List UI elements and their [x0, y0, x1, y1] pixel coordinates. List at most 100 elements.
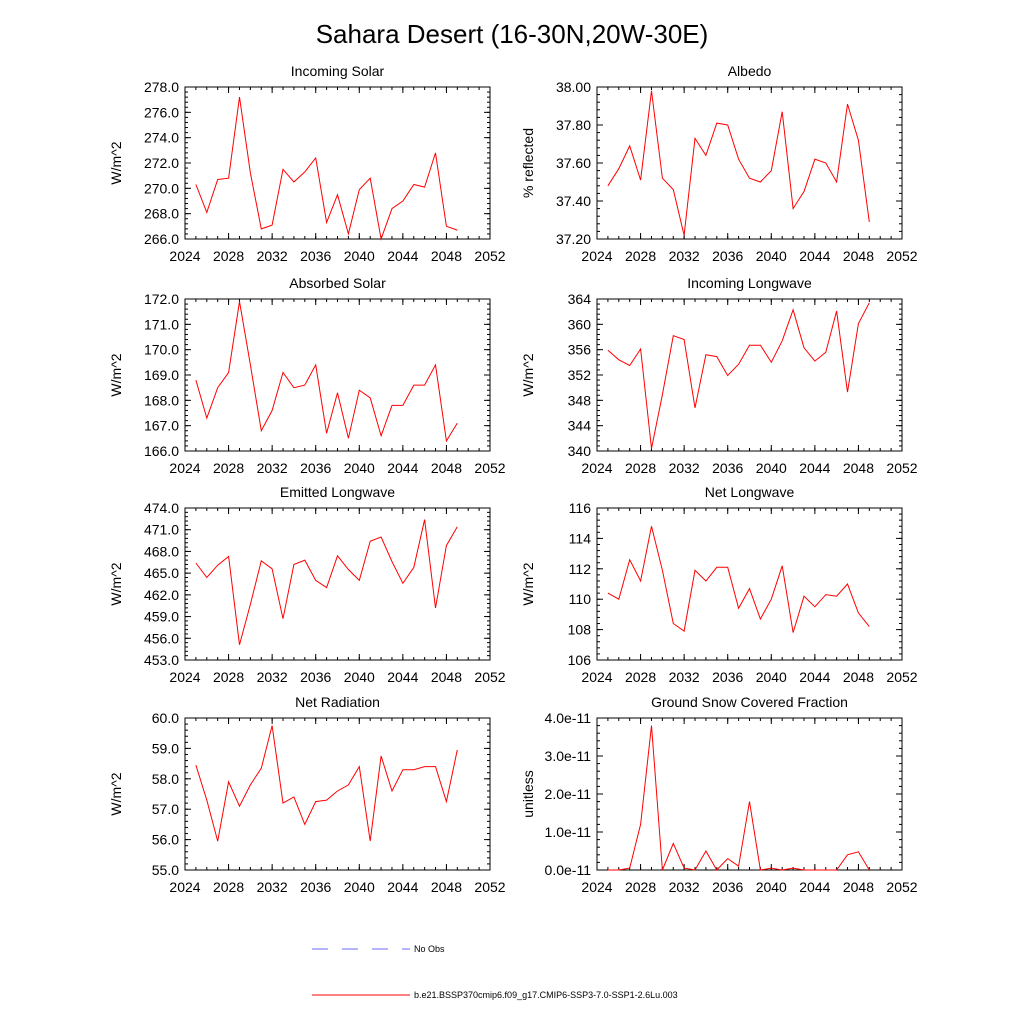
y-tick-label: 266.0 — [144, 231, 179, 247]
x-tick-label: 2036 — [300, 248, 331, 264]
x-tick-label: 2024 — [169, 879, 200, 895]
chart-panel: 453.0 456.0 459.0 462.0 465.0 468.0 471.0 474.0… — [108, 484, 506, 685]
y-tick-label: 172.0 — [144, 291, 179, 307]
series-line — [607, 302, 870, 449]
y-tick-label: 55.0 — [152, 862, 179, 878]
plot-frame — [596, 717, 903, 871]
y-axis-label: W/m^2 — [520, 353, 536, 396]
x-tick-label: 2024 — [581, 460, 612, 476]
x-tick-label: 2028 — [213, 460, 244, 476]
x-tick-label: 2052 — [886, 669, 917, 685]
y-tick-label: 171.0 — [144, 316, 179, 332]
x-tick-label: 2024 — [169, 248, 200, 264]
y-tick-label: 360 — [568, 316, 592, 332]
y-tick-label: 2.0e-11 — [545, 786, 592, 802]
x-tick-label: 2040 — [344, 460, 375, 476]
x-tick-label: 2044 — [799, 460, 830, 476]
x-tick-label: 2032 — [669, 460, 700, 476]
y-tick-label: 270.0 — [144, 180, 179, 196]
y-tick-label: 474.0 — [144, 500, 179, 516]
x-tick-label: 2036 — [300, 460, 331, 476]
panel-title: Incoming Longwave — [687, 275, 812, 291]
x-tick-label: 2024 — [169, 460, 200, 476]
x-tick-label: 2044 — [799, 879, 830, 895]
x-tick-label: 2036 — [712, 460, 743, 476]
panel-title: Emitted Longwave — [280, 484, 395, 500]
y-tick-label: 471.0 — [144, 522, 179, 538]
y-tick-label: 37.60 — [556, 155, 591, 171]
panel-title: Ground Snow Covered Fraction — [651, 694, 848, 710]
x-tick-label: 2028 — [625, 248, 656, 264]
y-tick-label: 340 — [568, 443, 592, 459]
y-tick-label: 453.0 — [144, 652, 179, 668]
x-tick-label: 2048 — [431, 669, 462, 685]
x-tick-label: 2052 — [474, 669, 505, 685]
x-tick-label: 2036 — [712, 248, 743, 264]
x-tick-label: 2052 — [474, 248, 505, 264]
panel-title: Albedo — [728, 63, 772, 79]
x-tick-label: 2040 — [756, 879, 787, 895]
panel-title: Incoming Solar — [291, 63, 385, 79]
series-line — [195, 301, 458, 443]
x-tick-label: 2032 — [257, 248, 288, 264]
y-tick-label: 344 — [568, 418, 592, 434]
chart-panel: 340 344 348 352 356 360 364 2024 2028 2032 2036 204… — [520, 275, 918, 476]
x-tick-label: 2044 — [387, 460, 418, 476]
x-tick-label: 2036 — [300, 879, 331, 895]
y-tick-label: 37.20 — [556, 231, 591, 247]
chart-panel: 37.20 37.40 37.60 37.80 38.00 2024 2028 2032 203… — [520, 63, 918, 264]
x-tick-label: 2032 — [669, 669, 700, 685]
x-tick-label: 2036 — [712, 669, 743, 685]
series-line — [607, 526, 870, 633]
y-tick-label: 278.0 — [144, 79, 179, 95]
y-axis-label: W/m^2 — [108, 141, 124, 184]
y-tick-label: 56.0 — [152, 832, 179, 848]
chart-panel: 55.0 56.0 57.0 58.0 59.0 60.0 2024 2028 2032 2036… — [108, 694, 506, 895]
x-tick-label: 2032 — [257, 669, 288, 685]
x-tick-label: 2052 — [474, 879, 505, 895]
y-tick-label: 58.0 — [152, 771, 179, 787]
x-tick-label: 2044 — [799, 248, 830, 264]
y-tick-label: 167.0 — [144, 418, 179, 434]
y-axis-label: W/m^2 — [108, 353, 124, 396]
x-tick-label: 2048 — [431, 879, 462, 895]
x-tick-label: 2032 — [257, 460, 288, 476]
y-tick-label: 59.0 — [152, 740, 179, 756]
series-line — [607, 725, 870, 871]
y-tick-label: 3.0e-11 — [545, 748, 592, 764]
x-tick-label: 2032 — [669, 879, 700, 895]
y-tick-label: 462.0 — [144, 587, 179, 603]
x-tick-label: 2044 — [387, 669, 418, 685]
x-tick-label: 2028 — [625, 879, 656, 895]
x-tick-label: 2052 — [886, 879, 917, 895]
panel-title: Net Longwave — [705, 484, 795, 500]
x-tick-label: 2032 — [669, 248, 700, 264]
x-tick-label: 2040 — [756, 248, 787, 264]
x-tick-label: 2036 — [300, 669, 331, 685]
y-tick-label: 38.00 — [556, 79, 591, 95]
y-tick-label: 112 — [569, 561, 592, 577]
y-tick-label: 468.0 — [144, 543, 179, 559]
y-axis-label: unitless — [520, 770, 536, 817]
plot-frame — [596, 507, 903, 661]
x-tick-label: 2028 — [625, 669, 656, 685]
chart-panel: 0.0e-11 1.0e-11 2.0e-11 3.0e-11 4.0e-11 2024 2… — [520, 694, 918, 895]
y-tick-label: 352 — [568, 367, 592, 383]
x-tick-label: 2040 — [344, 669, 375, 685]
series-line — [195, 725, 458, 842]
x-tick-label: 2024 — [581, 669, 612, 685]
x-tick-label: 2028 — [213, 248, 244, 264]
y-tick-label: 168.0 — [144, 392, 179, 408]
y-tick-label: 170.0 — [144, 342, 179, 358]
x-tick-label: 2052 — [474, 460, 505, 476]
plot-frame — [184, 507, 491, 661]
y-tick-label: 60.0 — [152, 710, 179, 726]
x-tick-label: 2032 — [257, 879, 288, 895]
x-tick-label: 2028 — [213, 879, 244, 895]
y-axis-label: W/m^2 — [108, 562, 124, 605]
panel-title: Net Radiation — [295, 694, 380, 710]
x-tick-label: 2048 — [843, 879, 874, 895]
series-line — [607, 90, 870, 236]
y-axis-label: W/m^2 — [108, 772, 124, 815]
x-tick-label: 2028 — [213, 669, 244, 685]
